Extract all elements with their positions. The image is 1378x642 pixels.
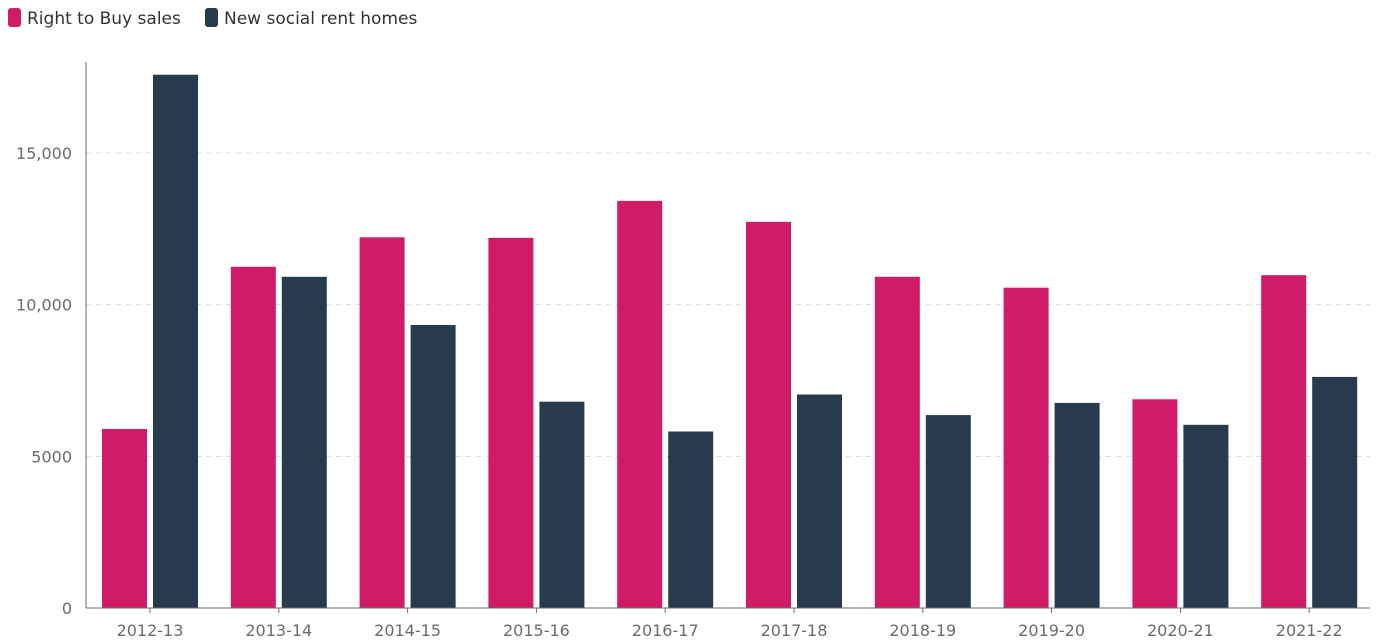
bar-right-to-buy-2015-16	[488, 237, 534, 608]
bar-new-social-rent-2019-20	[1054, 402, 1100, 608]
bar-new-social-rent-2012-13	[153, 74, 198, 608]
y-tick-label: 0	[62, 599, 72, 618]
bar-new-social-rent-2016-17	[668, 431, 714, 608]
x-axis-ticks: 2012-13 2013-14 2014-15 2015-16 2016-17 2017-…	[117, 608, 1343, 640]
bar-new-social-rent-2018-19	[925, 415, 971, 608]
bar-right-to-buy-2014-15	[359, 237, 405, 609]
y-axis-ticks: 0 5000 10,000 15,000	[16, 144, 72, 618]
x-tick-label: 2021-22	[1276, 621, 1343, 640]
bar-right-to-buy-2017-18	[746, 221, 791, 608]
bar-new-social-rent-2021-22	[1312, 376, 1358, 608]
axes	[85, 62, 1370, 609]
bar-right-to-buy-2013-14	[230, 266, 276, 609]
legend-label-new-social-rent: New social rent homes	[224, 9, 417, 29]
legend-swatch-right-to-buy	[8, 8, 21, 27]
bar-right-to-buy-2019-20	[1003, 287, 1049, 608]
bar-new-social-rent-2017-18	[797, 394, 842, 608]
bar-new-social-rent-2014-15	[410, 325, 456, 608]
x-tick-label: 2013-14	[245, 621, 312, 640]
legend: Right to Buy sales New social rent homes	[8, 8, 417, 29]
x-tick-label: 2020-21	[1147, 621, 1214, 640]
bar-right-to-buy-2018-19	[874, 276, 920, 608]
legend-swatch-new-social-rent	[205, 8, 218, 27]
bar-right-to-buy-2016-17	[617, 200, 663, 608]
legend-label-right-to-buy: Right to Buy sales	[27, 9, 181, 29]
x-tick-label: 2016-17	[632, 621, 699, 640]
x-tick-label: 2018-19	[889, 621, 956, 640]
bar-right-to-buy-2021-22	[1261, 275, 1307, 608]
x-tick-label: 2017-18	[761, 621, 828, 640]
bar-right-to-buy-2020-21	[1132, 399, 1178, 608]
y-tick-label: 15,000	[16, 144, 72, 163]
bar-right-to-buy-2012-13	[102, 429, 147, 608]
bar-new-social-rent-2020-21	[1183, 424, 1229, 608]
x-tick-label: 2014-15	[374, 621, 441, 640]
x-tick-label: 2015-16	[503, 621, 570, 640]
y-tick-label: 5000	[31, 447, 72, 466]
bars	[102, 74, 1358, 609]
bar-new-social-rent-2013-14	[281, 276, 327, 608]
x-tick-label: 2012-13	[117, 621, 184, 640]
bar-new-social-rent-2015-16	[539, 401, 585, 608]
x-tick-label: 2019-20	[1018, 621, 1085, 640]
y-tick-label: 10,000	[16, 296, 72, 315]
